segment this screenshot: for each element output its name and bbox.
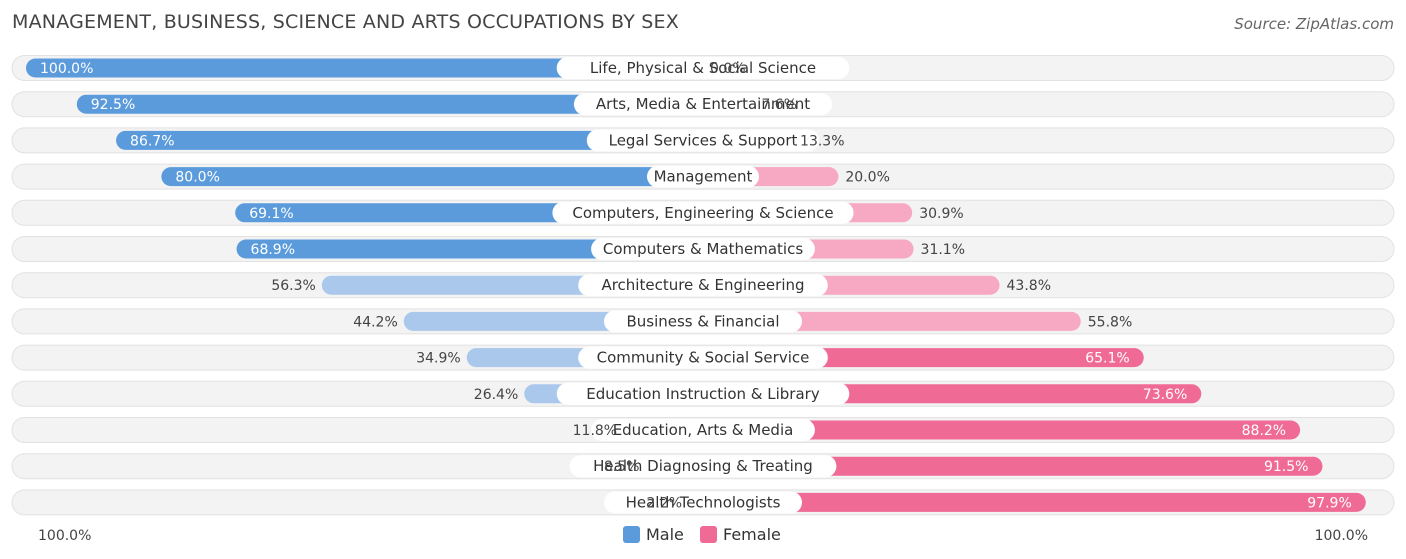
category-label: Computers, Engineering & Science (572, 204, 833, 222)
legend-female-label: Female (723, 525, 781, 544)
category-label: Business & Financial (626, 312, 779, 330)
male-bar (236, 239, 703, 259)
axis-right-label: 100.0% (1315, 528, 1368, 544)
category-label-bg (556, 382, 850, 405)
legend-male-swatch (623, 526, 640, 543)
category-label: Architecture & Engineering (601, 276, 804, 294)
female-value-label: 30.9% (919, 206, 963, 222)
female-value-label: 0.0% (710, 61, 746, 77)
male-value-label: 100.0% (40, 61, 93, 77)
category-label-bg (552, 201, 854, 224)
category-label-bg (586, 129, 820, 152)
axis-left-label: 100.0% (38, 528, 91, 544)
female-value-label: 97.9% (1307, 495, 1351, 511)
male-value-label: 8.5% (604, 459, 640, 475)
legend-male-label: Male (646, 525, 684, 544)
male-bar (116, 130, 703, 150)
male-bar (161, 167, 703, 187)
male-value-label: 44.2% (353, 314, 397, 330)
female-value-label: 55.8% (1088, 314, 1132, 330)
female-value-label: 7.6% (761, 97, 797, 113)
category-label-bg (604, 310, 802, 333)
category-label: Legal Services & Support (609, 131, 798, 149)
category-label-bg (591, 238, 815, 260)
category-label-bg (556, 57, 850, 79)
female-value-label: 88.2% (1242, 423, 1286, 439)
female-value-label: 43.8% (1007, 278, 1051, 294)
male-value-label: 69.1% (249, 206, 293, 222)
category-label-bg (647, 165, 759, 188)
category-label: Education Instruction & Library (586, 385, 820, 403)
female-value-label: 91.5% (1264, 459, 1308, 475)
category-label-bg (573, 93, 833, 116)
category-label-bg (578, 346, 828, 369)
category-label: Health Diagnosing & Treating (593, 457, 813, 475)
legend-female-swatch (700, 526, 717, 543)
category-label-bg (578, 274, 828, 297)
male-value-label: 86.7% (130, 133, 174, 149)
chart-source: Source: ZipAtlas.com (1234, 15, 1394, 33)
female-value-label: 31.1% (921, 242, 965, 258)
category-label: Life, Physical & Social Science (590, 59, 816, 77)
female-bar (703, 492, 1366, 512)
male-value-label: 80.0% (175, 170, 219, 186)
male-bar (76, 94, 703, 114)
female-value-label: 65.1% (1085, 351, 1129, 367)
category-label-bg (591, 419, 815, 441)
category-label: Health Technologists (626, 493, 781, 511)
category-label: Computers & Mathematics (603, 240, 803, 258)
category-label-bg (604, 491, 802, 514)
female-value-label: 20.0% (845, 170, 889, 186)
male-value-label: 2.2% (647, 495, 683, 511)
chart-title: MANAGEMENT, BUSINESS, SCIENCE AND ARTS O… (12, 11, 679, 33)
category-label-bg (569, 455, 837, 478)
female-value-label: 73.6% (1143, 387, 1187, 403)
category-label: Management (654, 168, 753, 186)
male-value-label: 92.5% (91, 97, 135, 113)
female-bar (703, 420, 1301, 440)
male-value-label: 26.4% (474, 387, 518, 403)
category-label: Arts, Media & Entertainment (596, 95, 810, 113)
category-label: Community & Social Service (597, 349, 810, 367)
male-value-label: 68.9% (251, 242, 295, 258)
category-label: Education, Arts & Media (613, 421, 794, 439)
male-value-label: 34.9% (416, 351, 460, 367)
male-value-label: 56.3% (271, 278, 315, 294)
male-value-label: 11.8% (573, 423, 617, 439)
female-bar (703, 456, 1323, 476)
female-value-label: 13.3% (800, 133, 844, 149)
male-bar (26, 58, 703, 78)
